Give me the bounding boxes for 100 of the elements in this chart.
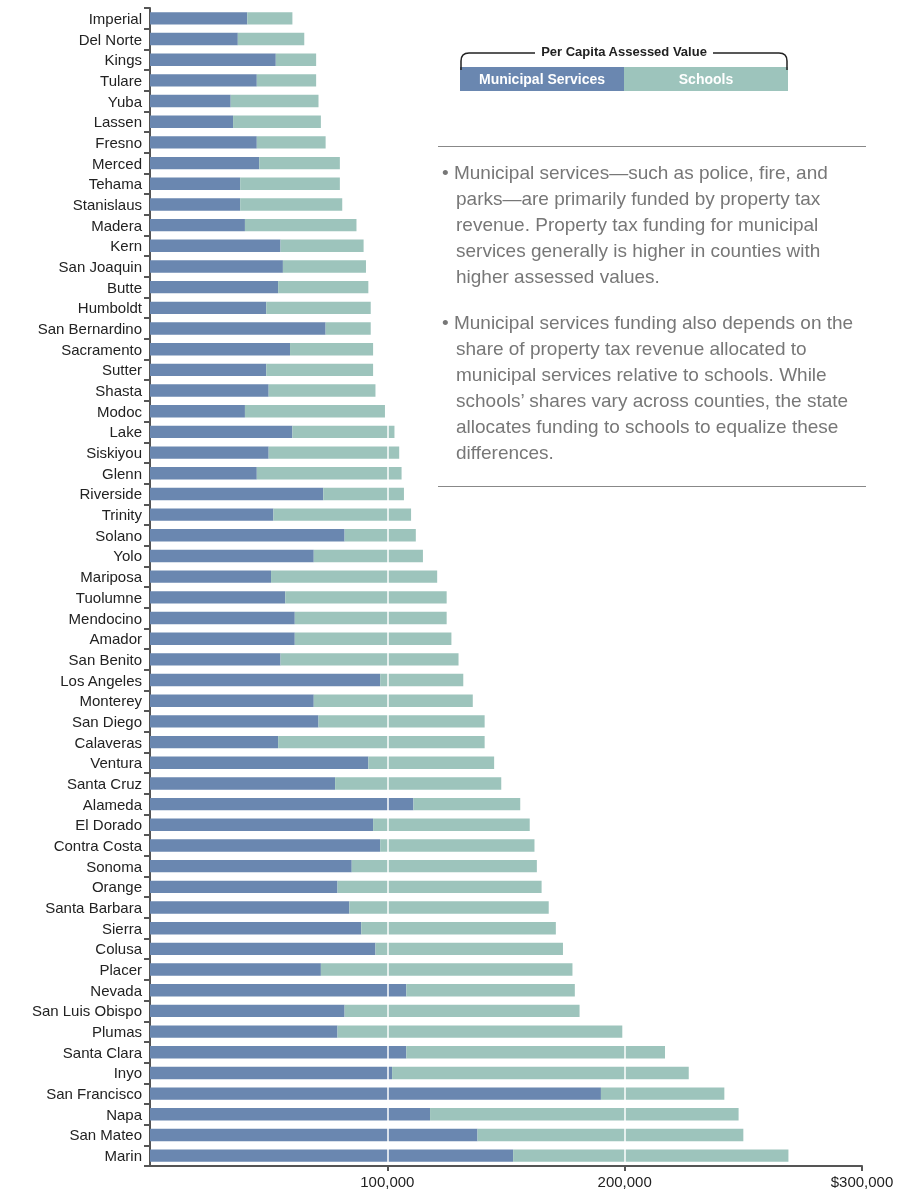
bar: [292, 425, 395, 439]
y-tick-label: Kings: [104, 51, 142, 69]
bar: [150, 984, 407, 997]
bar: [150, 94, 231, 108]
bar: [351, 859, 537, 873]
bar: [150, 839, 381, 852]
y-tick-label: El Dorado: [75, 816, 142, 834]
y-tick-label: Los Angeles: [60, 671, 142, 689]
y-tick-label: San Luis Obispo: [31, 1002, 142, 1020]
bar: [259, 156, 340, 170]
bar: [240, 177, 340, 190]
bar: [150, 963, 321, 976]
bar: [150, 777, 336, 790]
y-tick-label: Plumas: [91, 1023, 142, 1041]
bar: [266, 301, 371, 315]
bar: [150, 446, 269, 459]
bar: [268, 384, 376, 397]
y-tick-label: Lake: [109, 423, 142, 441]
y-tick-label: Shasta: [95, 382, 143, 400]
bar: [233, 115, 321, 128]
bar: [150, 1149, 514, 1162]
y-tick-label: Sacramento: [61, 340, 142, 358]
bar: [513, 1149, 789, 1162]
bar: [150, 756, 369, 769]
y-tick-label: Ventura: [90, 754, 143, 772]
bar: [150, 735, 279, 749]
bar: [150, 322, 326, 335]
bar: [150, 611, 295, 625]
bar: [150, 136, 257, 149]
y-tick-label: Lassen: [93, 113, 142, 131]
bar: [406, 984, 575, 997]
bar: [150, 591, 286, 604]
bar: [150, 1128, 478, 1142]
y-tick-label: Alameda: [82, 795, 143, 813]
y-tick-label: Napa: [106, 1105, 143, 1123]
bar: [368, 756, 495, 769]
bar: [150, 673, 381, 687]
bar: [477, 1128, 744, 1142]
bar: [335, 777, 502, 790]
bar: [150, 239, 281, 253]
y-tick-label: Kern: [110, 237, 142, 255]
bar: [150, 570, 272, 583]
bar: [150, 1025, 338, 1038]
bar: [323, 487, 404, 501]
bar: [294, 611, 447, 625]
bar: [285, 591, 447, 604]
bar: [150, 487, 324, 501]
y-tick-label: Monterey: [79, 692, 143, 710]
y-tick-label: Solano: [95, 526, 142, 544]
y-tick-label: Stanislaus: [72, 195, 142, 213]
y-tick-label: Merced: [91, 154, 142, 172]
y-tick-label: San Joaquin: [58, 257, 142, 275]
bar: [230, 94, 319, 108]
y-tick-label: Contra Costa: [53, 836, 143, 854]
bar: [278, 735, 485, 749]
bar: [150, 115, 234, 128]
y-tick-label: Glenn: [101, 464, 142, 482]
bar: [150, 198, 241, 211]
bar: [150, 467, 257, 480]
bar: [150, 363, 267, 377]
bar: [150, 715, 319, 728]
bar: [337, 880, 542, 894]
bar: [150, 797, 414, 811]
text: Municipal Services: [460, 67, 624, 91]
bar: [150, 32, 238, 46]
y-tick-label: Santa Cruz: [66, 774, 142, 792]
bar: [380, 673, 464, 687]
bar: [361, 921, 556, 935]
bar: [150, 177, 241, 190]
bar: [150, 901, 350, 914]
bar: [150, 218, 245, 232]
bar: [256, 467, 402, 480]
bar: [150, 1108, 431, 1121]
y-tick-label: Santa Barbara: [45, 899, 143, 917]
bar: [375, 942, 563, 956]
bar: [406, 1046, 666, 1059]
bar: [150, 260, 283, 273]
bar: [344, 529, 416, 542]
y-tick-label: Imperial: [88, 9, 142, 27]
bar: [325, 322, 371, 335]
bar: [150, 880, 338, 894]
bar: [273, 508, 412, 521]
bar: [150, 921, 362, 935]
text: Schools: [624, 67, 788, 91]
bar: [150, 942, 376, 956]
y-tick-label: Modoc: [96, 402, 143, 420]
bar: [430, 1108, 739, 1121]
y-tick-label: Madera: [91, 216, 143, 234]
bar: [244, 218, 357, 232]
bar: [237, 32, 305, 46]
bar: [150, 1004, 345, 1018]
y-tick-label: Calaveras: [74, 733, 142, 751]
bar: [244, 405, 385, 418]
y-tick-label: Trinity: [101, 506, 143, 524]
x-tick-label: 200,000: [597, 1173, 652, 1190]
y-tick-label: Tulare: [100, 71, 142, 89]
bar: [271, 570, 438, 583]
y-tick-label: San Benito: [68, 650, 142, 668]
y-tick-label: Butte: [106, 278, 142, 296]
bar: [278, 280, 369, 294]
